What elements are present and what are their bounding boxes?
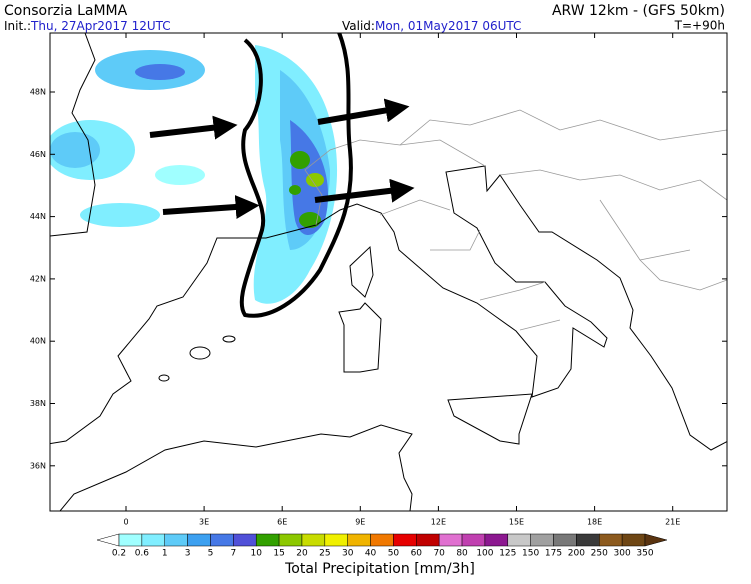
lat-label: 46N bbox=[30, 150, 46, 159]
colorbar-label: 30 bbox=[342, 549, 354, 559]
colorbar-swatch bbox=[393, 533, 417, 547]
colorbar-swatch bbox=[507, 533, 531, 547]
coastline bbox=[59, 424, 413, 511]
colorbar-label: 5 bbox=[208, 549, 214, 559]
colorbar-label: 40 bbox=[365, 549, 377, 559]
colorbar-label: 7 bbox=[230, 549, 236, 559]
lat-label: 36N bbox=[30, 461, 46, 470]
mallorca bbox=[189, 346, 211, 360]
lon-label: 21E bbox=[665, 518, 680, 527]
colorbar-swatch bbox=[530, 533, 554, 547]
colorbar-swatch bbox=[324, 533, 348, 547]
lat-label: 48N bbox=[30, 88, 46, 97]
colorbar-swatch bbox=[347, 533, 371, 547]
sardinia bbox=[338, 302, 382, 373]
colorbar-swatch bbox=[599, 533, 623, 547]
colorbar-swatch bbox=[210, 533, 234, 547]
colorbar-title: Total Precipitation [mm/3h] bbox=[284, 561, 475, 577]
lat-label: 42N bbox=[30, 274, 46, 283]
sicily bbox=[447, 393, 533, 445]
producer: Consorzia LaMMA bbox=[4, 3, 128, 19]
precip bbox=[50, 45, 338, 304]
colorbar-label: 100 bbox=[476, 549, 493, 559]
lead-time: T=+90h bbox=[674, 19, 725, 33]
arrows bbox=[149, 98, 415, 219]
colorbar-label: 50 bbox=[388, 549, 400, 559]
colorbar: 0.2 0.6 1 3 5 7 10 15 20 25 30 40 50 60 70 80 100 125 150 1… bbox=[96, 533, 668, 559]
colorbar-label: 250 bbox=[591, 549, 608, 559]
init-label: Init.:Thu, 27Apr2017 12UTC bbox=[4, 19, 171, 33]
colorbar-swatch bbox=[621, 533, 646, 547]
colorbar-label: 80 bbox=[456, 549, 468, 559]
colorbar-swatch bbox=[553, 533, 577, 547]
colorbar-label: 0.2 bbox=[112, 549, 126, 559]
colorbar-swatch bbox=[438, 533, 463, 547]
colorbar-swatch bbox=[164, 533, 188, 547]
colorbar-swatch bbox=[278, 533, 303, 547]
colorbar-end bbox=[644, 533, 668, 547]
colorbar-label: 0.6 bbox=[135, 549, 150, 559]
valid-label: Valid:Mon, 01May2017 06UTC bbox=[342, 19, 521, 33]
coastline bbox=[50, 165, 727, 451]
map-frame bbox=[49, 32, 728, 512]
colorbar-label: 200 bbox=[568, 549, 585, 559]
colorbar-label: 10 bbox=[250, 549, 262, 559]
colorbar-label: 1 bbox=[162, 549, 168, 559]
border bbox=[399, 109, 727, 146]
colorbar-label: 15 bbox=[273, 549, 284, 559]
coastline bbox=[50, 33, 96, 237]
outline bbox=[239, 33, 353, 318]
colorbar-swatch bbox=[301, 533, 326, 547]
colorbar-swatch bbox=[576, 533, 600, 547]
init-label-text: Init.: bbox=[4, 19, 31, 33]
colorbar-label: 300 bbox=[614, 549, 631, 559]
colorbar-swatch bbox=[255, 533, 280, 547]
colorbar-swatch bbox=[118, 533, 143, 547]
colorbar-swatch bbox=[416, 533, 440, 547]
lat-label: 40N bbox=[30, 337, 46, 346]
colorbar-swatch bbox=[233, 533, 257, 547]
ibiza bbox=[158, 374, 170, 382]
colorbar-swatch bbox=[141, 533, 165, 547]
axes: 48N 46N 44N 42N 40N 38N 36N 0 3E 6E 9E 12E 15E 18E 21E bbox=[30, 33, 727, 527]
colorbar-swatch bbox=[461, 533, 486, 547]
valid-time: Mon, 01May2017 06UTC bbox=[375, 19, 521, 33]
colorbar-swatch bbox=[484, 533, 509, 547]
colorbar-label: 60 bbox=[411, 549, 423, 559]
init-time: Thu, 27Apr2017 12UTC bbox=[30, 19, 171, 33]
colorbar-swatch bbox=[187, 533, 211, 547]
model: ARW 12km - (GFS 50km) bbox=[552, 3, 725, 19]
lat-label: 44N bbox=[30, 212, 46, 221]
menorca bbox=[222, 335, 236, 343]
lat-label: 38N bbox=[30, 399, 46, 408]
lon-label: 9E bbox=[355, 518, 365, 527]
lon-label: 3E bbox=[199, 518, 209, 527]
colorbar-label: 70 bbox=[433, 549, 445, 559]
colorbar-swatch bbox=[370, 533, 394, 547]
lon-label: 15E bbox=[509, 518, 524, 527]
colorbar-label: 150 bbox=[522, 549, 539, 559]
border bbox=[379, 169, 727, 331]
lon-label: 0 bbox=[123, 518, 128, 527]
colorbar-label: 25 bbox=[319, 549, 330, 559]
colorbar-label: 3 bbox=[185, 549, 191, 559]
colorbar-label: 20 bbox=[296, 549, 308, 559]
corsica bbox=[349, 245, 374, 298]
border bbox=[304, 139, 486, 226]
colorbar-label: 175 bbox=[545, 549, 562, 559]
map bbox=[50, 33, 727, 511]
lon-label: 18E bbox=[587, 518, 602, 527]
colorbar-label: 350 bbox=[636, 549, 653, 559]
lon-label: 6E bbox=[277, 518, 287, 527]
colorbar-label: 125 bbox=[499, 549, 516, 559]
lon-label: 12E bbox=[431, 518, 446, 527]
valid-label-text: Valid: bbox=[342, 19, 375, 33]
